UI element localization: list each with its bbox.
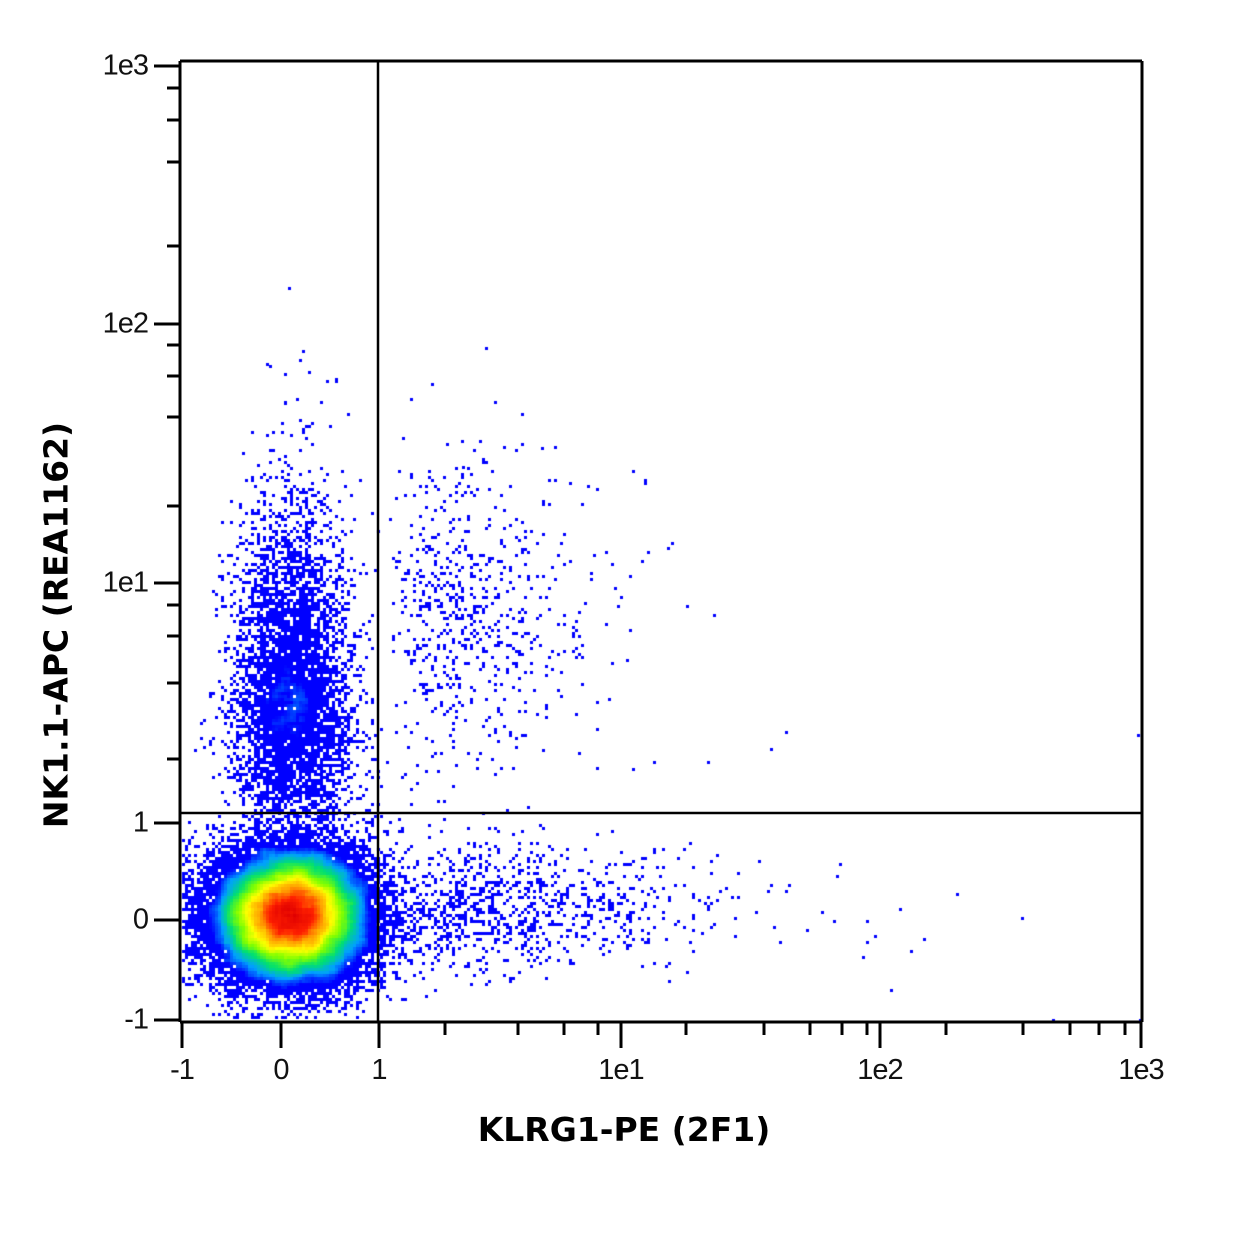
x-tick-label: 1e1 [598,1054,644,1086]
x-tick-label: -1 [170,1054,195,1086]
y-tick-label: 1e3 [102,49,149,82]
y-tick-label: 1 [132,806,149,839]
y-axis-title: NK1.1-APC (REA1162) [36,421,76,829]
y-tick-label: -1 [124,1003,149,1036]
x-tick-label: 0 [273,1054,289,1086]
x-tick-label: 1e2 [857,1054,903,1086]
x-tick-label: 1e3 [1118,1054,1164,1086]
x-tick-label: 1 [371,1054,387,1086]
y-tick-label: 1e1 [102,566,149,599]
y-tick-label: 1e2 [102,307,149,340]
y-tick-label: 0 [132,903,149,936]
x-axis-title: KLRG1-PE (2F1) [477,1110,771,1149]
